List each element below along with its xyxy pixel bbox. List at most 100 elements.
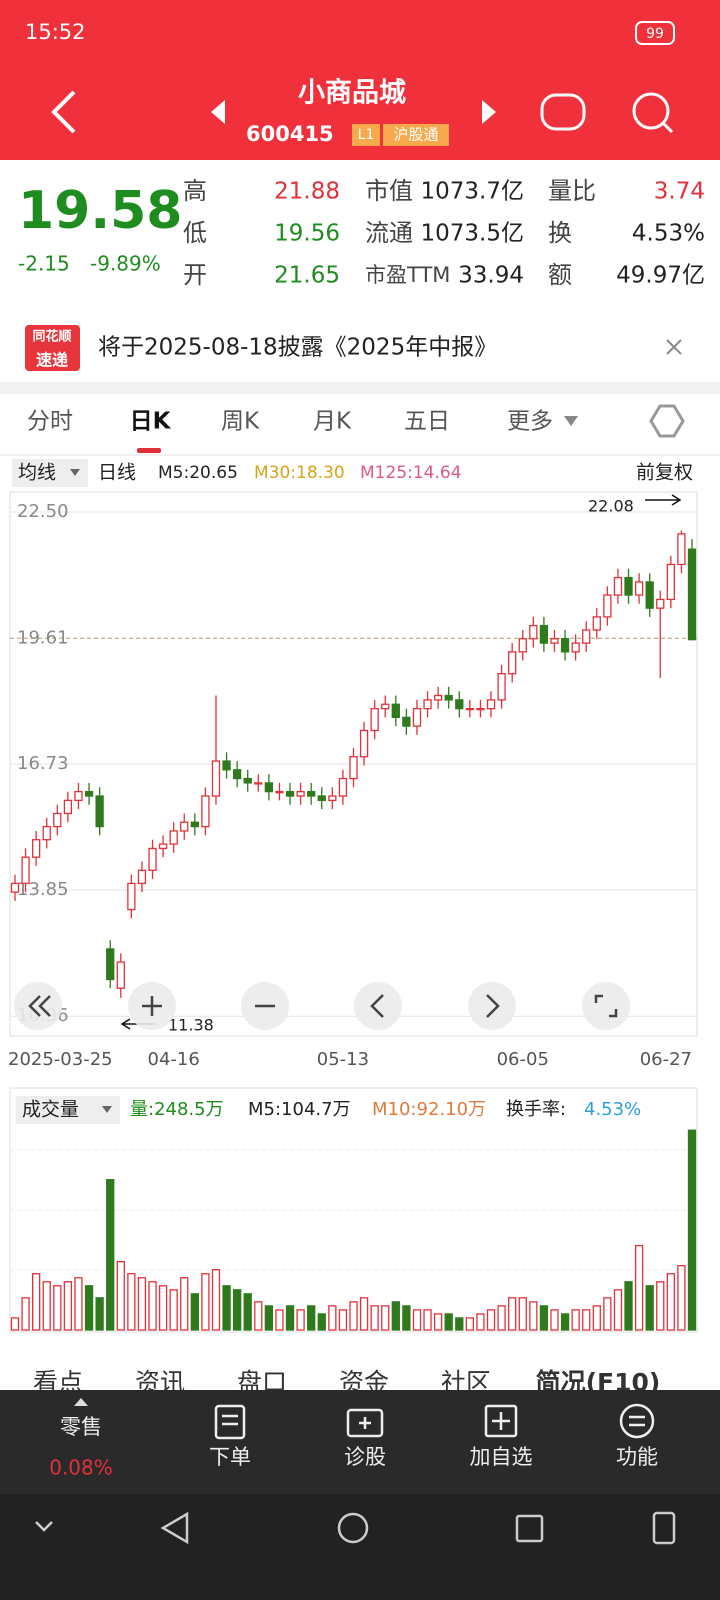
candle-body [211, 760, 221, 797]
candle-body [328, 795, 337, 802]
notice-close[interactable] [666, 339, 682, 355]
toolbar-item[interactable]: 加自选 [470, 1445, 533, 1469]
candle-body [222, 760, 231, 771]
volume-bar [169, 1289, 178, 1331]
volume-bar [116, 1261, 125, 1331]
field-label: 市值 [365, 177, 413, 205]
x-tick-label: 2025-03-25 [8, 1049, 113, 1070]
hide-button[interactable] [35, 1521, 53, 1532]
tab-indicator [137, 448, 161, 453]
volume-bar [42, 1281, 51, 1331]
volume-bar [677, 1265, 686, 1331]
back-button[interactable] [51, 90, 76, 134]
tab[interactable]: 周K [221, 409, 260, 435]
ma-selector[interactable]: 均线 [18, 462, 56, 484]
candle-body [106, 948, 115, 981]
volume-bar [634, 1244, 644, 1331]
volume-bar [444, 1313, 453, 1331]
tab[interactable]: 分时 [27, 409, 73, 435]
volume-bar [582, 1309, 591, 1331]
chart-controls [14, 982, 630, 1030]
candle-body [232, 769, 242, 780]
candle-body [634, 581, 644, 596]
retail[interactable]: 零售 [60, 1415, 102, 1439]
volume-selector[interactable]: 成交量 [22, 1099, 79, 1121]
volume-bar [95, 1297, 104, 1331]
phone-nav[interactable] [652, 1511, 676, 1545]
order-icon [214, 1404, 246, 1440]
volume-bar [201, 1273, 210, 1331]
volume-bar [560, 1313, 570, 1331]
toolbar-item[interactable]: 功能 [616, 1445, 658, 1469]
fullscreen[interactable] [582, 982, 630, 1030]
scroll-right[interactable] [468, 982, 516, 1030]
volume-bar [190, 1293, 199, 1331]
zoom-left[interactable] [14, 982, 62, 1030]
candle-body [10, 882, 20, 893]
search-icon[interactable] [632, 92, 670, 130]
next-stock[interactable] [482, 100, 496, 124]
volume-bar [624, 1281, 633, 1331]
tab[interactable]: 月K [313, 409, 352, 435]
volume-bar [687, 1129, 697, 1331]
robot-icon[interactable] [540, 93, 586, 131]
ma-period: 日线 [98, 462, 136, 484]
home-nav[interactable] [337, 1512, 369, 1544]
field-value: 33.94 [458, 263, 524, 289]
stock-code: 600415 [246, 122, 334, 146]
notice-text[interactable]: 将于2025-08-18披露《2025年中报》 [98, 335, 497, 361]
tab[interactable]: 更多 [507, 409, 553, 435]
field-value: 19.56 [274, 221, 340, 247]
y-tick-label: 22.50 [17, 501, 69, 522]
volume-bar [359, 1297, 369, 1331]
y-tick-label: 19.61 [17, 627, 69, 648]
selector-bg [16, 1096, 120, 1124]
candle-body [687, 548, 697, 641]
turnover: 4.53% [584, 1099, 641, 1120]
turnover-label: 换手率: [506, 1099, 566, 1120]
field-label: 开 [183, 261, 207, 289]
volume-bar [21, 1297, 30, 1331]
volume-bar [550, 1309, 559, 1331]
field-value: 4.53% [632, 221, 705, 247]
candle-body [95, 795, 104, 828]
candle-body [370, 707, 379, 732]
field-label: 流通 [365, 219, 413, 247]
volume-bar [32, 1273, 41, 1331]
more-arrow [564, 416, 578, 426]
high-label: 22.08 [588, 497, 634, 516]
tab[interactable]: 日K [130, 409, 172, 435]
volume-m10: M10:92.10万 [372, 1099, 486, 1120]
volume-bar [381, 1305, 390, 1331]
candle-body [508, 651, 517, 675]
recents-nav[interactable] [515, 1514, 544, 1543]
toolbar [0, 1390, 720, 1494]
tab[interactable]: 五日 [404, 409, 450, 435]
x-tick-label: 06-27 [640, 1049, 692, 1070]
candle-body [613, 576, 623, 596]
battery [635, 21, 675, 45]
toolbar-item[interactable]: 诊股 [344, 1445, 386, 1469]
candle-body [624, 576, 633, 596]
adjust[interactable]: 前复权 [636, 462, 693, 484]
toolbar-item[interactable]: 下单 [209, 1445, 251, 1469]
settings-icon[interactable] [649, 404, 685, 438]
volume-bar [486, 1309, 496, 1331]
field-value: 21.65 [274, 263, 340, 289]
back-nav[interactable] [160, 1511, 189, 1545]
candle-body [539, 624, 549, 644]
candle-body [116, 961, 125, 989]
candle-body [21, 856, 30, 885]
volume-bar [63, 1281, 73, 1331]
volume-bar [254, 1301, 263, 1331]
separator [0, 382, 720, 394]
candle-body [412, 707, 422, 727]
y-tick-label: 13.85 [17, 879, 69, 900]
scroll-left[interactable] [354, 982, 402, 1030]
volume-bar [53, 1285, 62, 1331]
stock-name: 小商品城 [298, 78, 406, 109]
prev-stock[interactable] [211, 100, 225, 124]
function-icon [619, 1403, 655, 1439]
diagnose-icon [346, 1408, 384, 1438]
